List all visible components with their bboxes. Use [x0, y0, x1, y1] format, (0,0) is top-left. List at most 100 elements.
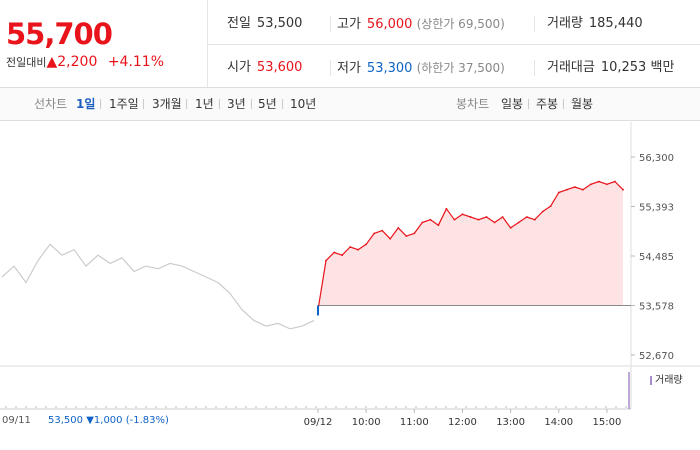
- price-point: [614, 180, 616, 183]
- price-point: [469, 216, 472, 218]
- stat-volume: 거래량 185,440: [547, 16, 643, 32]
- price-segment: [333, 251, 343, 256]
- price-point: [581, 188, 584, 191]
- stat-value: 53,600: [256, 60, 303, 75]
- price-segment: [574, 186, 583, 191]
- price-point: [501, 216, 504, 218]
- price-point: [421, 221, 424, 224]
- chart-grid: [0, 122, 700, 410]
- change-row: 전일대비▲2,200 +4.11%: [6, 54, 164, 71]
- x-tick-label: 11:00: [400, 417, 429, 428]
- stat-label: 고가: [337, 17, 361, 32]
- tab-monthly-candle[interactable]: 월봉: [571, 97, 594, 111]
- volume-legend: 거래량: [650, 371, 683, 386]
- price-segment: [518, 216, 528, 223]
- y-tick-label: 56,300: [639, 153, 674, 164]
- volume-panel: [5, 372, 630, 409]
- today-series: [317, 180, 631, 316]
- price-point: [590, 183, 592, 186]
- tab-1-year[interactable]: 1년: [195, 97, 214, 111]
- price-point: [622, 188, 624, 191]
- price-point: [541, 210, 544, 213]
- price-point: [445, 207, 448, 210]
- stat-label: 거래대금: [547, 60, 595, 75]
- price-point: [389, 237, 392, 240]
- stat-high: 고가 56,000 (상한가 69,500): [337, 16, 505, 33]
- price-segment: [365, 233, 375, 245]
- stat-divider: [534, 16, 535, 32]
- price-segment: [349, 246, 359, 251]
- price-segment: [542, 205, 552, 212]
- price-point: [557, 191, 560, 194]
- stat-value: 53,300: [366, 61, 413, 76]
- prev-day-info: 09/11 53,500 ▼1,000 (-1.83%): [2, 415, 169, 426]
- price-point: [493, 221, 496, 224]
- x-axis: 09/12 10:00 11:00 12:00 13:00 14:00 15:00: [304, 409, 621, 428]
- stat-value: 185,440: [588, 16, 643, 31]
- tab-10-years[interactable]: 10년: [290, 97, 317, 111]
- price-point: [405, 235, 408, 237]
- price-segment: [478, 216, 487, 221]
- price-point: [349, 246, 351, 248]
- stat-open: 시가 53,600: [227, 60, 302, 76]
- price-point: [517, 221, 520, 224]
- tab-3-months[interactable]: 3개월: [152, 97, 182, 111]
- price-point: [373, 232, 376, 235]
- price-segment: [445, 208, 455, 221]
- price-point: [573, 186, 576, 188]
- price-point: [549, 205, 552, 207]
- tab-5-years[interactable]: 5년: [258, 97, 277, 111]
- y-tick-label: 52,670: [639, 351, 674, 362]
- stat-value: 10,253: [600, 60, 647, 75]
- price-segment: [430, 219, 439, 226]
- tab-1-day[interactable]: 1일: [76, 97, 96, 111]
- price-point: [485, 216, 488, 218]
- volume-legend-label: 거래량: [655, 375, 683, 386]
- price-segment: [462, 213, 471, 218]
- prev-day-date: 09/11: [2, 415, 31, 426]
- price-point: [365, 243, 368, 246]
- price-segment: [389, 227, 399, 240]
- area-fill: [318, 181, 623, 310]
- stat-prev-close: 전일 53,500: [227, 16, 302, 32]
- stat-label: 거래량: [547, 16, 583, 31]
- price-segment: [598, 180, 608, 185]
- price-point: [453, 218, 456, 221]
- y-tick-label: 53,578: [639, 301, 674, 312]
- tab-divider: [219, 99, 220, 109]
- tab-3-years[interactable]: 3년: [227, 97, 246, 111]
- line-chart-title: 선차트: [34, 97, 68, 111]
- volume-legend-swatch: [650, 375, 652, 385]
- tab-1-week[interactable]: 1주일: [109, 97, 139, 111]
- stat-low: 저가 53,300 (하한가 37,500): [337, 60, 505, 77]
- price-segment: [590, 180, 600, 185]
- tab-divider: [563, 99, 564, 109]
- price-point: [381, 229, 384, 232]
- previous-day-trace: [1, 243, 315, 330]
- price-segment: [437, 208, 447, 226]
- price-segment: [582, 183, 592, 191]
- x-tick-label: 12:00: [448, 417, 477, 428]
- stat-label: 전일: [227, 16, 251, 31]
- stat-divider: [534, 60, 535, 76]
- price-point: [341, 254, 343, 257]
- price-segment: [454, 213, 463, 221]
- price-segment: [558, 189, 567, 194]
- stat-divider: [330, 60, 331, 76]
- tab-divider: [282, 99, 283, 109]
- up-triangle-icon: ▲: [46, 54, 58, 70]
- price-point: [437, 224, 440, 227]
- tab-daily-candle[interactable]: 일봉: [501, 97, 524, 111]
- price-segment: [413, 222, 423, 234]
- tab-divider: [100, 99, 101, 109]
- stat-unit: 백만: [650, 60, 675, 75]
- prev-day-price: 53,500: [48, 415, 84, 426]
- price-segment: [406, 232, 415, 237]
- change-label: 전일대비: [6, 56, 47, 69]
- price-chart[interactable]: 56,300 55,393 54,485 53,578 52,670 09/12 10:0…: [0, 122, 700, 450]
- tab-weekly-candle[interactable]: 주봉: [536, 97, 559, 111]
- stat-value: 53,500: [256, 16, 303, 31]
- stat-label: 시가: [227, 60, 251, 75]
- y-axis: 56,300 55,393 54,485 53,578 52,670: [631, 153, 674, 362]
- price-point: [357, 248, 359, 251]
